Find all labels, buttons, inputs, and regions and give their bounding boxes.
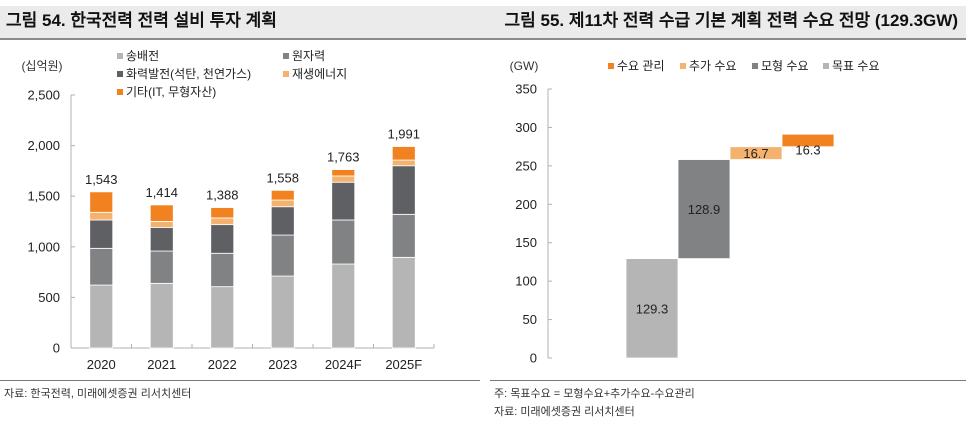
bar-stack-2021 <box>149 204 174 349</box>
right-figure-title: 그림 55. 제11차 전력 수급 기본 계획 전력 수요 전망 (129.3G… <box>504 11 959 30</box>
right-axes: 0 50 100 150 200 250 300 350 <box>515 82 552 366</box>
legend-item: 수요 관리 <box>608 59 665 73</box>
left-source: 자료: 한국전력, 미래에셋증권 리서치센터 <box>4 388 192 400</box>
right-y-tick-label: 300 <box>515 120 537 135</box>
right-waterfall-chart: (GW) 수요 관리 추가 수요 모형 수요 목표 수요 0 50 100 150 200 25… <box>510 59 880 366</box>
right-note: 주: 목표수요 = 모형수요+추가수요-수요관리 <box>494 388 695 400</box>
left-axes: 0 500 1,000 1,500 2,000 2,500 2020 2021 2022 2023… <box>27 88 435 372</box>
legend-label: 원자력 <box>292 49 325 63</box>
waterfall-bar <box>729 146 783 160</box>
bar-total-label: 1,543 <box>85 172 118 187</box>
legend-swatch <box>117 71 123 77</box>
left-x-tick-label: 2021 <box>147 357 176 372</box>
right-y-tick-label: 350 <box>515 82 537 97</box>
bar-stack-2023 <box>270 189 295 349</box>
right-y-tick-label: 250 <box>515 158 537 173</box>
right-bars: 129.3 128.9 16.7 16.3 <box>625 133 835 359</box>
left-x-tick-label: 2022 <box>208 357 237 372</box>
legend-label: 기타(IT, 무형자산) <box>126 85 216 99</box>
left-data-labels: 1,543 1,414 1,388 1,558 1,763 1,991 <box>85 127 420 203</box>
left-y-tick-label: 1,500 <box>27 189 60 204</box>
bar-segment <box>270 189 295 201</box>
bar-stack-2024F <box>331 169 356 349</box>
right-y-tick-label: 50 <box>523 312 537 327</box>
waterfall-bar-label: 16.3 <box>795 143 820 158</box>
legend-swatch <box>608 63 614 69</box>
bar-segment <box>391 146 416 161</box>
legend-label: 재생에너지 <box>292 67 347 81</box>
waterfall-bar-2: 128.9 <box>677 159 731 260</box>
bar-stack-2025F <box>391 146 416 349</box>
left-x-tick-label: 2020 <box>87 357 116 372</box>
legend-swatch <box>283 71 289 77</box>
legend-label: 추가 수요 <box>689 59 737 73</box>
left-footer-rule <box>0 380 480 381</box>
legend-item: 모형 수요 <box>752 59 809 73</box>
legend-label: 송배전 <box>126 49 159 63</box>
bar-segment <box>149 204 174 222</box>
right-source: 자료: 미래에셋증권 리서치센터 <box>494 406 635 418</box>
legend-label: 수요 관리 <box>617 59 665 73</box>
waterfall-bar-4: 16.3 <box>781 133 835 158</box>
waterfall-bar-3: 16.7 <box>729 146 783 161</box>
bar-stack-2020 <box>89 191 114 349</box>
bar-segment <box>89 191 114 213</box>
left-y-tick-label: 2,500 <box>27 88 60 103</box>
left-y-tick-label: 2,000 <box>27 138 60 153</box>
bar-total-label: 1,763 <box>327 150 360 165</box>
left-x-tick-label: 2023 <box>268 357 297 372</box>
legend-item: 화력발전(석탄, 천연가스) <box>117 66 251 81</box>
right-title-bar <box>480 6 966 40</box>
waterfall-bar <box>625 258 679 359</box>
right-y-tick-label: 200 <box>515 197 537 212</box>
legend-item: 원자력 <box>283 49 325 63</box>
bar-total-label: 1,558 <box>266 170 299 185</box>
bar-total-label: 1,414 <box>145 185 178 200</box>
left-bars <box>89 146 416 349</box>
waterfall-bar-1: 129.3 <box>625 258 679 359</box>
right-y-axis-label: (GW) <box>510 59 539 73</box>
left-y-tick-label: 500 <box>38 290 60 305</box>
legend-item: 추가 수요 <box>680 59 737 73</box>
left-y-axis-label: (십억원) <box>21 59 62 73</box>
bar-segment <box>210 207 235 219</box>
waterfall-bar-label: 129.3 <box>636 301 669 316</box>
legend-swatch <box>680 63 686 69</box>
right-y-tick-label: 0 <box>530 351 537 366</box>
waterfall-bar-label: 128.9 <box>688 202 721 217</box>
bar-total-label: 1,991 <box>387 127 420 142</box>
right-y-tick-label: 100 <box>515 274 537 289</box>
legend-swatch <box>752 63 758 69</box>
waterfall-bar <box>781 133 835 148</box>
left-x-tick-label: 2025F <box>385 357 422 372</box>
legend-item: 목표 수요 <box>823 59 880 73</box>
left-figure-title: 그림 54. 한국전력 전력 설비 투자 계획 <box>6 11 277 30</box>
legend-label: 화력발전(석탄, 천연가스) <box>126 66 251 81</box>
bar-stack-2022 <box>210 207 235 349</box>
left-y-tick-label: 1,000 <box>27 239 60 254</box>
waterfall-bar-label: 16.7 <box>743 146 768 161</box>
left-title-bar <box>0 6 480 40</box>
legend-item: 송배전 <box>117 49 159 63</box>
right-footer-rule <box>490 380 966 381</box>
right-legend: 수요 관리 추가 수요 모형 수요 목표 수요 <box>608 59 880 73</box>
legend-swatch <box>823 63 829 69</box>
left-x-tick-label: 2024F <box>325 357 362 372</box>
waterfall-bar <box>677 159 731 260</box>
legend-item: 기타(IT, 무형자산) <box>117 85 216 99</box>
legend-swatch <box>117 89 123 95</box>
right-y-tick-label: 150 <box>515 235 537 250</box>
legend-label: 목표 수요 <box>832 59 880 73</box>
bar-segment <box>331 169 356 177</box>
legend-item: 재생에너지 <box>283 67 347 81</box>
legend-swatch <box>117 53 123 59</box>
legend-swatch <box>283 53 289 59</box>
left-y-tick-label: 0 <box>53 341 60 356</box>
legend-label: 모형 수요 <box>761 59 809 73</box>
bar-total-label: 1,388 <box>206 188 239 203</box>
